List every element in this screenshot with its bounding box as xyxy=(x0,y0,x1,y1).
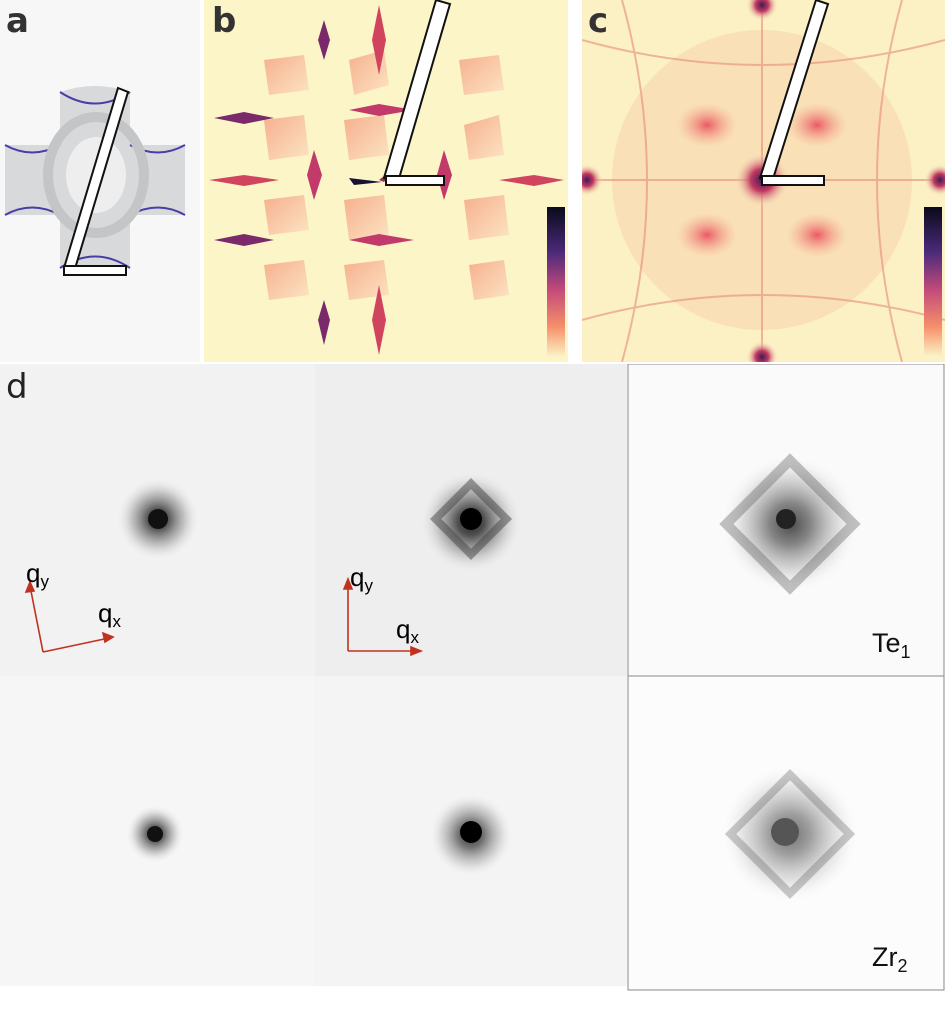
qy-label-middle: qy xyxy=(350,562,373,595)
panel-a: a xyxy=(0,0,200,362)
panel-b: b xyxy=(204,0,568,362)
panel-c-experimental-pattern xyxy=(582,0,945,362)
panel-b-label: b xyxy=(212,1,237,41)
qx-label-middle: qx xyxy=(396,614,419,647)
panel-d: d qy qx qy qx Te1 Zr2 xyxy=(0,364,945,1020)
panel-c-label: c xyxy=(588,1,609,41)
panel-a-surface-render xyxy=(4,86,186,276)
te1-label: Te1 xyxy=(872,628,911,662)
panel-c: c xyxy=(582,0,945,362)
qy-label-left: qy xyxy=(26,558,49,591)
qx-label-left: qx xyxy=(98,598,121,631)
panel-d-label: d xyxy=(6,367,28,407)
panel-a-label: a xyxy=(6,1,29,41)
panel-b-simulated-pattern xyxy=(209,0,565,357)
panel-d-diffraction-grid xyxy=(0,364,945,991)
zr2-label: Zr2 xyxy=(872,942,908,976)
